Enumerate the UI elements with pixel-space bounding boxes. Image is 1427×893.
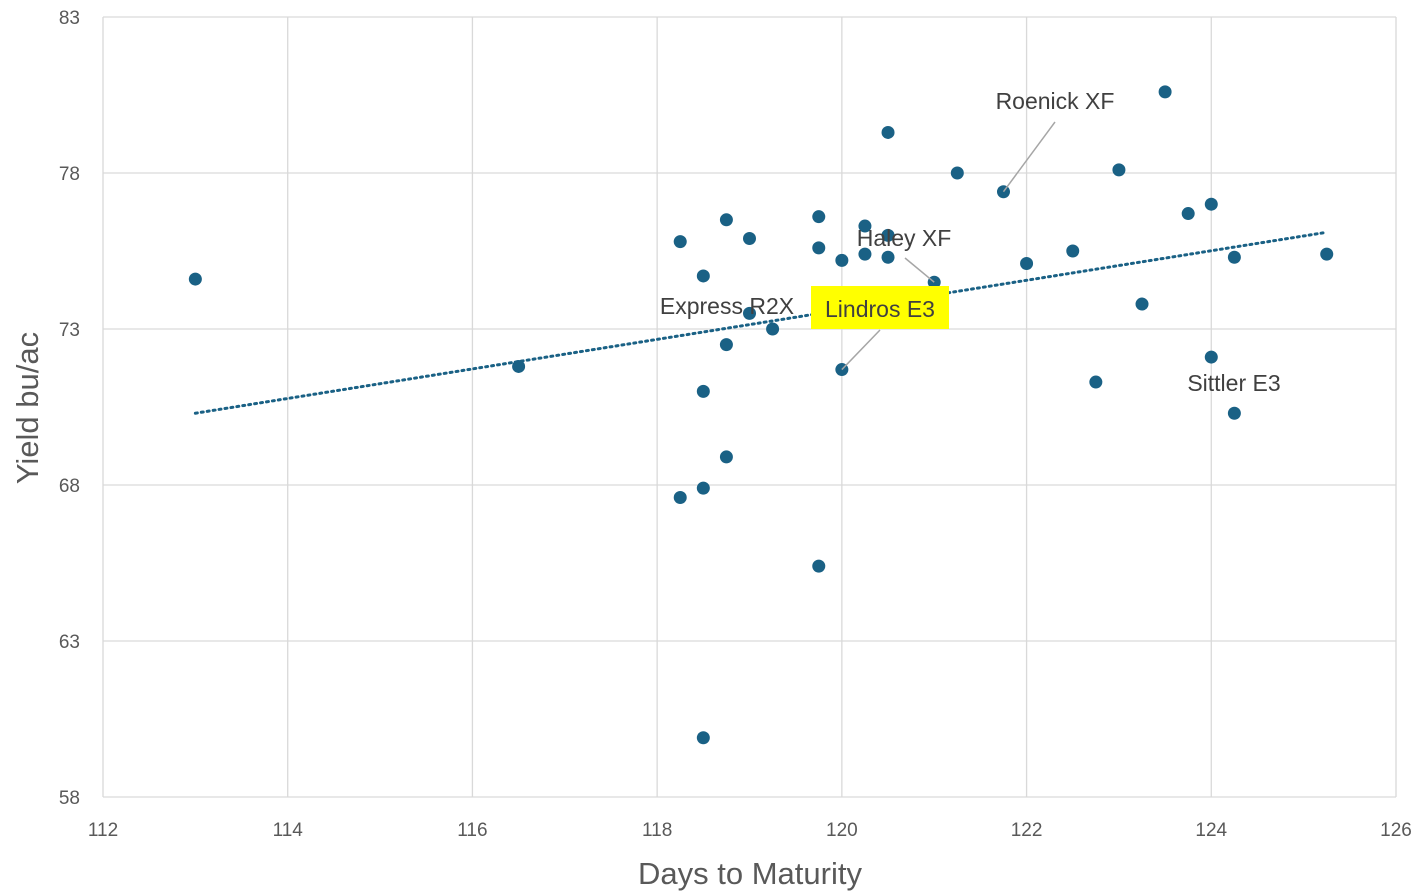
data-point xyxy=(673,235,687,249)
annotation-leader xyxy=(841,329,881,371)
data-point xyxy=(673,490,687,504)
data-point xyxy=(835,253,849,267)
y-axis-title: Yield bu/ac xyxy=(10,332,45,484)
y-tick-label: 73 xyxy=(59,320,80,341)
annotation-highlight xyxy=(811,286,949,329)
data-point xyxy=(858,247,872,261)
data-point xyxy=(696,269,710,283)
annotation-leader-lines xyxy=(841,121,1056,371)
data-point xyxy=(1181,207,1195,221)
annotation-label: Lindros E3 xyxy=(825,296,935,322)
data-point xyxy=(719,338,733,352)
data-points xyxy=(188,85,1334,745)
y-tick-label: 63 xyxy=(59,632,80,653)
data-point xyxy=(1320,247,1334,261)
annotation-label: Roenick XF xyxy=(996,88,1115,114)
data-point xyxy=(1204,350,1218,364)
data-point xyxy=(812,241,826,255)
data-point xyxy=(743,306,756,320)
y-tick-label: 58 xyxy=(59,788,80,809)
data-point xyxy=(1227,406,1241,420)
data-point xyxy=(696,384,710,398)
x-tick-label: 116 xyxy=(457,820,487,841)
data-point xyxy=(743,232,756,246)
trendline xyxy=(193,230,1329,415)
y-tick-label: 68 xyxy=(59,476,80,497)
x-tick-label: 126 xyxy=(1380,820,1412,841)
data-point xyxy=(950,166,964,180)
x-tick-label: 122 xyxy=(1011,820,1043,841)
x-tick-label: 112 xyxy=(88,820,118,841)
y-tick-label: 78 xyxy=(59,164,80,185)
annotation-label: Express R2X xyxy=(660,293,794,319)
annotation-label: Sittler E3 xyxy=(1187,370,1280,396)
x-tick-label: 120 xyxy=(826,820,858,841)
data-point xyxy=(766,322,780,336)
data-point xyxy=(1204,197,1218,211)
x-tick-label: 114 xyxy=(273,820,304,841)
data-point xyxy=(881,125,895,139)
data-point xyxy=(881,250,895,264)
gridlines xyxy=(102,16,1397,798)
data-point xyxy=(1112,163,1126,177)
data-point xyxy=(696,731,710,745)
data-point xyxy=(512,359,526,373)
annotation-leader xyxy=(1002,121,1056,193)
annotations: Roenick XF Haley XF Express R2X Lindros E3 S… xyxy=(660,88,1281,396)
data-point xyxy=(719,450,733,464)
data-point xyxy=(696,481,710,495)
data-point xyxy=(719,213,733,227)
data-point xyxy=(1066,244,1080,258)
data-point xyxy=(188,272,202,286)
data-point xyxy=(1089,375,1103,389)
annotation-label: Haley XF xyxy=(857,225,952,251)
trendline-layer xyxy=(193,230,1329,415)
data-point xyxy=(1158,85,1172,99)
data-point xyxy=(1135,297,1149,311)
tick-labels: 112 114 116 118 120 122 124 126 58 63 68 73 78 83 xyxy=(59,8,1412,841)
x-tick-label: 118 xyxy=(642,820,672,841)
data-point xyxy=(1227,250,1241,264)
x-axis-title: Days to Maturity xyxy=(638,856,862,891)
annotation-leader xyxy=(904,257,935,283)
y-tick-label: 83 xyxy=(59,8,80,29)
x-tick-label: 124 xyxy=(1195,820,1227,841)
data-point xyxy=(881,228,895,242)
data-point xyxy=(812,559,826,573)
data-point xyxy=(1020,256,1034,270)
data-point xyxy=(812,210,826,224)
data-point xyxy=(858,219,872,233)
